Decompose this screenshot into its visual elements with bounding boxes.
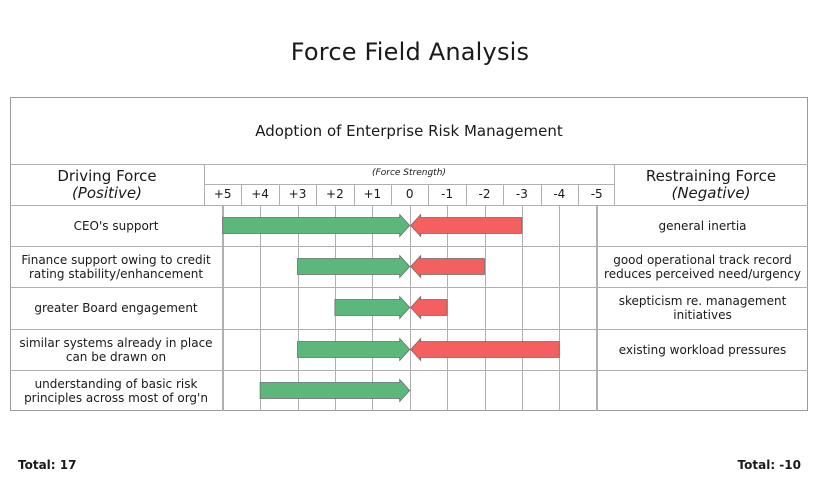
tick-label: -2 (478, 187, 491, 201)
tick-label: +2 (326, 187, 344, 201)
grid-line (522, 205, 523, 411)
restraining-force-arrow (410, 254, 485, 279)
driving-force-subtitle: (Positive) (71, 184, 143, 202)
driving-total: Total: 17 (18, 458, 77, 472)
tick-separator (391, 184, 392, 205)
restraining-force-arrow (410, 337, 560, 362)
analysis-table (10, 97, 808, 411)
grid-line (559, 205, 560, 411)
driving-force-arrow (222, 213, 411, 238)
restraining-force-label: skepticism re. management initiatives (618, 293, 787, 322)
restraining-force-label: general inertia (658, 218, 747, 233)
tick-label: -4 (553, 187, 566, 201)
header-col-divider (614, 164, 615, 205)
driving-force-arrow (297, 337, 411, 362)
tick-separator (241, 184, 242, 205)
tick-label: +5 (213, 187, 232, 201)
tick-separator (503, 184, 504, 205)
grid-line (597, 205, 598, 411)
tick-separator (428, 184, 429, 205)
tick-label: +1 (363, 187, 382, 201)
restraining-force-label: existing workload pressures (618, 342, 787, 357)
tick-separator (541, 184, 542, 205)
row-divider (10, 205, 808, 206)
page-title: Force Field Analysis (290, 38, 530, 66)
restraining-force-subtitle: (Negative) (671, 184, 751, 202)
tick-label: 0 (405, 187, 414, 201)
chart-right-border (596, 205, 597, 411)
header-col-divider (204, 164, 205, 205)
tick-separator (279, 184, 280, 205)
tick-label: -3 (515, 187, 528, 201)
row-divider (10, 246, 808, 247)
force-strength-label: (Force Strength) (372, 168, 446, 178)
row-divider (10, 329, 808, 330)
tick-separator (466, 184, 467, 205)
grid-line (223, 205, 224, 411)
tick-label: -5 (590, 187, 603, 201)
restraining-force-arrow (410, 213, 523, 238)
restraining-force-label: good operational track record reduces pe… (604, 252, 801, 281)
tick-separator (578, 184, 579, 205)
driving-force-label: understanding of basic risk principles a… (24, 376, 208, 405)
restraining-force-title: Restraining Force (645, 167, 777, 185)
driving-force-title: Driving Force (57, 167, 157, 185)
tick-separator (316, 184, 317, 205)
driving-force-label: CEO's support (73, 218, 159, 233)
grid-line (260, 205, 261, 411)
tick-separator (354, 184, 355, 205)
tick-label: +3 (288, 187, 307, 201)
subject-heading: Adoption of Enterprise Risk Management (255, 121, 563, 140)
driving-force-arrow (297, 254, 411, 279)
chart-left-border (222, 205, 223, 411)
grid-line (410, 205, 411, 411)
driving-force-arrow (259, 378, 411, 403)
row-divider (10, 287, 808, 288)
restraining-total: Total: -10 (737, 458, 801, 472)
driving-force-label: greater Board engagement (34, 300, 198, 315)
grid-line (485, 205, 486, 411)
row-divider (10, 370, 808, 371)
restraining-force-header: Restraining Force (Negative) (614, 165, 808, 205)
tick-label: -1 (441, 187, 454, 201)
grid-line (298, 205, 299, 411)
header-divider (10, 164, 808, 165)
driving-force-arrow (334, 295, 411, 320)
driving-force-label: Finance support owing to credit rating s… (21, 252, 211, 281)
driving-force-label: similar systems already in place can be … (19, 335, 213, 364)
driving-force-header: Driving Force (Positive) (10, 165, 204, 205)
strength-divider (204, 184, 614, 185)
restraining-force-arrow (410, 295, 448, 320)
tick-label: +4 (251, 187, 269, 201)
